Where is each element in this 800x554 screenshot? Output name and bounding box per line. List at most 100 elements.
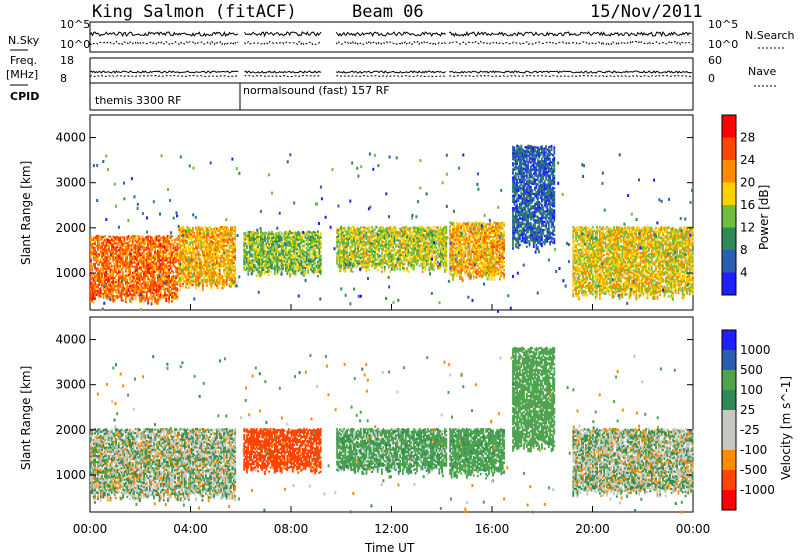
heatmap-cell [319,266,322,269]
heatmap-cell [131,249,134,252]
heatmap-cell [105,264,108,267]
heatmap-cell [137,273,140,276]
heatmap-cell [131,289,134,293]
heatmap-cell [223,285,225,288]
heatmap-cell [102,264,105,267]
heatmap-cell [346,249,348,252]
heatmap-cell [152,286,155,290]
heatmap-cell [319,258,322,261]
heatmap-cell [159,297,162,300]
heatmap-cell [109,278,112,281]
heatmap-cell [126,282,129,286]
heatmap-cell [127,243,130,246]
heatmap-cell [112,251,115,255]
heatmap-cell [124,250,127,253]
heatmap-cell [99,260,102,263]
heatmap-cell [110,236,113,239]
heatmap-cell [130,246,133,249]
heatmap-cell [141,286,144,289]
heatmap-cell [90,251,92,255]
heatmap-cell [95,257,98,260]
heatmap-cell [141,258,144,261]
heatmap-cell [314,262,316,265]
heatmap-cell [136,289,138,292]
heatmap-cell [102,282,105,285]
heatmap-cell [140,251,143,254]
heatmap-cell [104,287,106,291]
heatmap-cell [102,272,105,275]
heatmap-cell [99,283,102,286]
heatmap-cell [151,236,154,239]
heatmap-cell [97,245,99,248]
heatmap-cell [115,260,117,263]
heatmap-cell [211,283,214,287]
heatmap-cell [138,240,141,243]
heatmap-cell [105,252,108,255]
heatmap-cell [124,276,127,279]
heatmap-cell [91,299,94,302]
heatmap-cell [94,279,96,282]
heatmap-cell [130,250,133,253]
heatmap-cell [234,250,237,253]
heatmap-cell [92,293,95,296]
heatmap-cell [105,284,108,287]
heatmap-cell [164,269,166,272]
heatmap-cell [124,262,127,265]
heatmap-cell [120,274,123,277]
heatmap-cell [104,263,106,266]
heatmap-cell [115,250,117,253]
heatmap-cell [113,289,116,292]
heatmap-cell [144,269,147,272]
heatmap-cell [90,253,92,257]
heatmap-cell [129,291,131,294]
heatmap-cell [144,258,147,262]
heatmap-cell [141,294,144,297]
heatmap-cell [122,258,124,261]
heatmap-cell [115,238,117,241]
heatmap-cell [315,250,318,253]
heatmap-cell [92,301,95,304]
heatmap-cell [108,259,110,262]
heatmap-cell [304,273,307,276]
heatmap-cell [106,256,109,260]
heatmap-cell [113,242,116,245]
heatmap-cell [218,271,221,274]
heatmap-cell [319,244,322,247]
heatmap-cell [91,244,94,247]
heatmap-cell [124,270,127,273]
heatmap-cell [129,285,131,288]
heatmap-cell [130,297,133,300]
heatmap-cell [280,232,283,235]
heatmap-cell [104,239,106,242]
heatmap-cell [124,264,127,267]
heatmap-cell [234,264,237,267]
heatmap-cell [92,279,95,282]
heatmap-cell [365,251,368,254]
heatmap-cell [445,252,448,255]
heatmap-cell [294,274,297,277]
heatmap-cell [124,260,127,263]
heatmap-cell [189,227,191,230]
heatmap-cell [218,248,221,252]
heatmap-cell [234,248,237,251]
heatmap-cell [136,283,138,286]
secondary-trace [89,74,692,78]
heatmap-cell [168,297,170,300]
heatmap-cell [143,282,145,285]
heatmap-cell [317,271,319,274]
freq-unit-label: [MHz] [6,68,38,81]
heatmap-cell [95,289,98,292]
heatmap-cell [104,251,106,254]
heatmap-cell [234,254,237,257]
heatmap-cell [92,283,95,286]
nsearch-tick-bottom: 10^0 [708,38,738,51]
nsearch-label: N.Search [745,29,795,42]
heatmap-cell [138,282,141,285]
heatmap-cell [136,279,138,282]
heatmap-cell [113,287,116,290]
heatmap-cell [108,249,110,252]
heatmap-cell [116,292,119,296]
heatmap-cell [143,266,145,269]
heatmap-cell [97,289,99,293]
heatmap-cell [98,253,101,256]
